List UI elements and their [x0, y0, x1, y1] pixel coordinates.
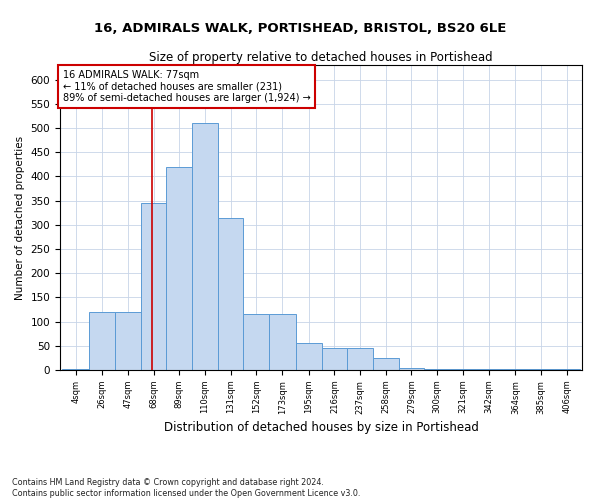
Bar [347, 348, 373, 370]
Bar [528, 369, 554, 370]
Bar [554, 369, 580, 370]
Bar [140, 203, 166, 370]
Bar [424, 369, 450, 370]
Bar [166, 166, 192, 370]
Y-axis label: Number of detached properties: Number of detached properties [15, 136, 25, 300]
Bar [450, 369, 476, 370]
Bar [322, 348, 347, 370]
Bar [503, 369, 528, 370]
Bar [115, 312, 140, 370]
Bar [269, 314, 296, 370]
Text: Contains HM Land Registry data © Crown copyright and database right 2024.
Contai: Contains HM Land Registry data © Crown c… [12, 478, 361, 498]
Title: Size of property relative to detached houses in Portishead: Size of property relative to detached ho… [149, 51, 493, 64]
Bar [218, 218, 244, 370]
X-axis label: Distribution of detached houses by size in Portishead: Distribution of detached houses by size … [164, 420, 478, 434]
Bar [398, 368, 424, 370]
Bar [89, 312, 115, 370]
Bar [62, 369, 89, 370]
Bar [296, 344, 322, 370]
Bar [476, 369, 503, 370]
Bar [192, 123, 218, 370]
Text: 16, ADMIRALS WALK, PORTISHEAD, BRISTOL, BS20 6LE: 16, ADMIRALS WALK, PORTISHEAD, BRISTOL, … [94, 22, 506, 36]
Bar [244, 314, 269, 370]
Text: 16 ADMIRALS WALK: 77sqm
← 11% of detached houses are smaller (231)
89% of semi-d: 16 ADMIRALS WALK: 77sqm ← 11% of detache… [62, 70, 310, 103]
Bar [373, 358, 398, 370]
